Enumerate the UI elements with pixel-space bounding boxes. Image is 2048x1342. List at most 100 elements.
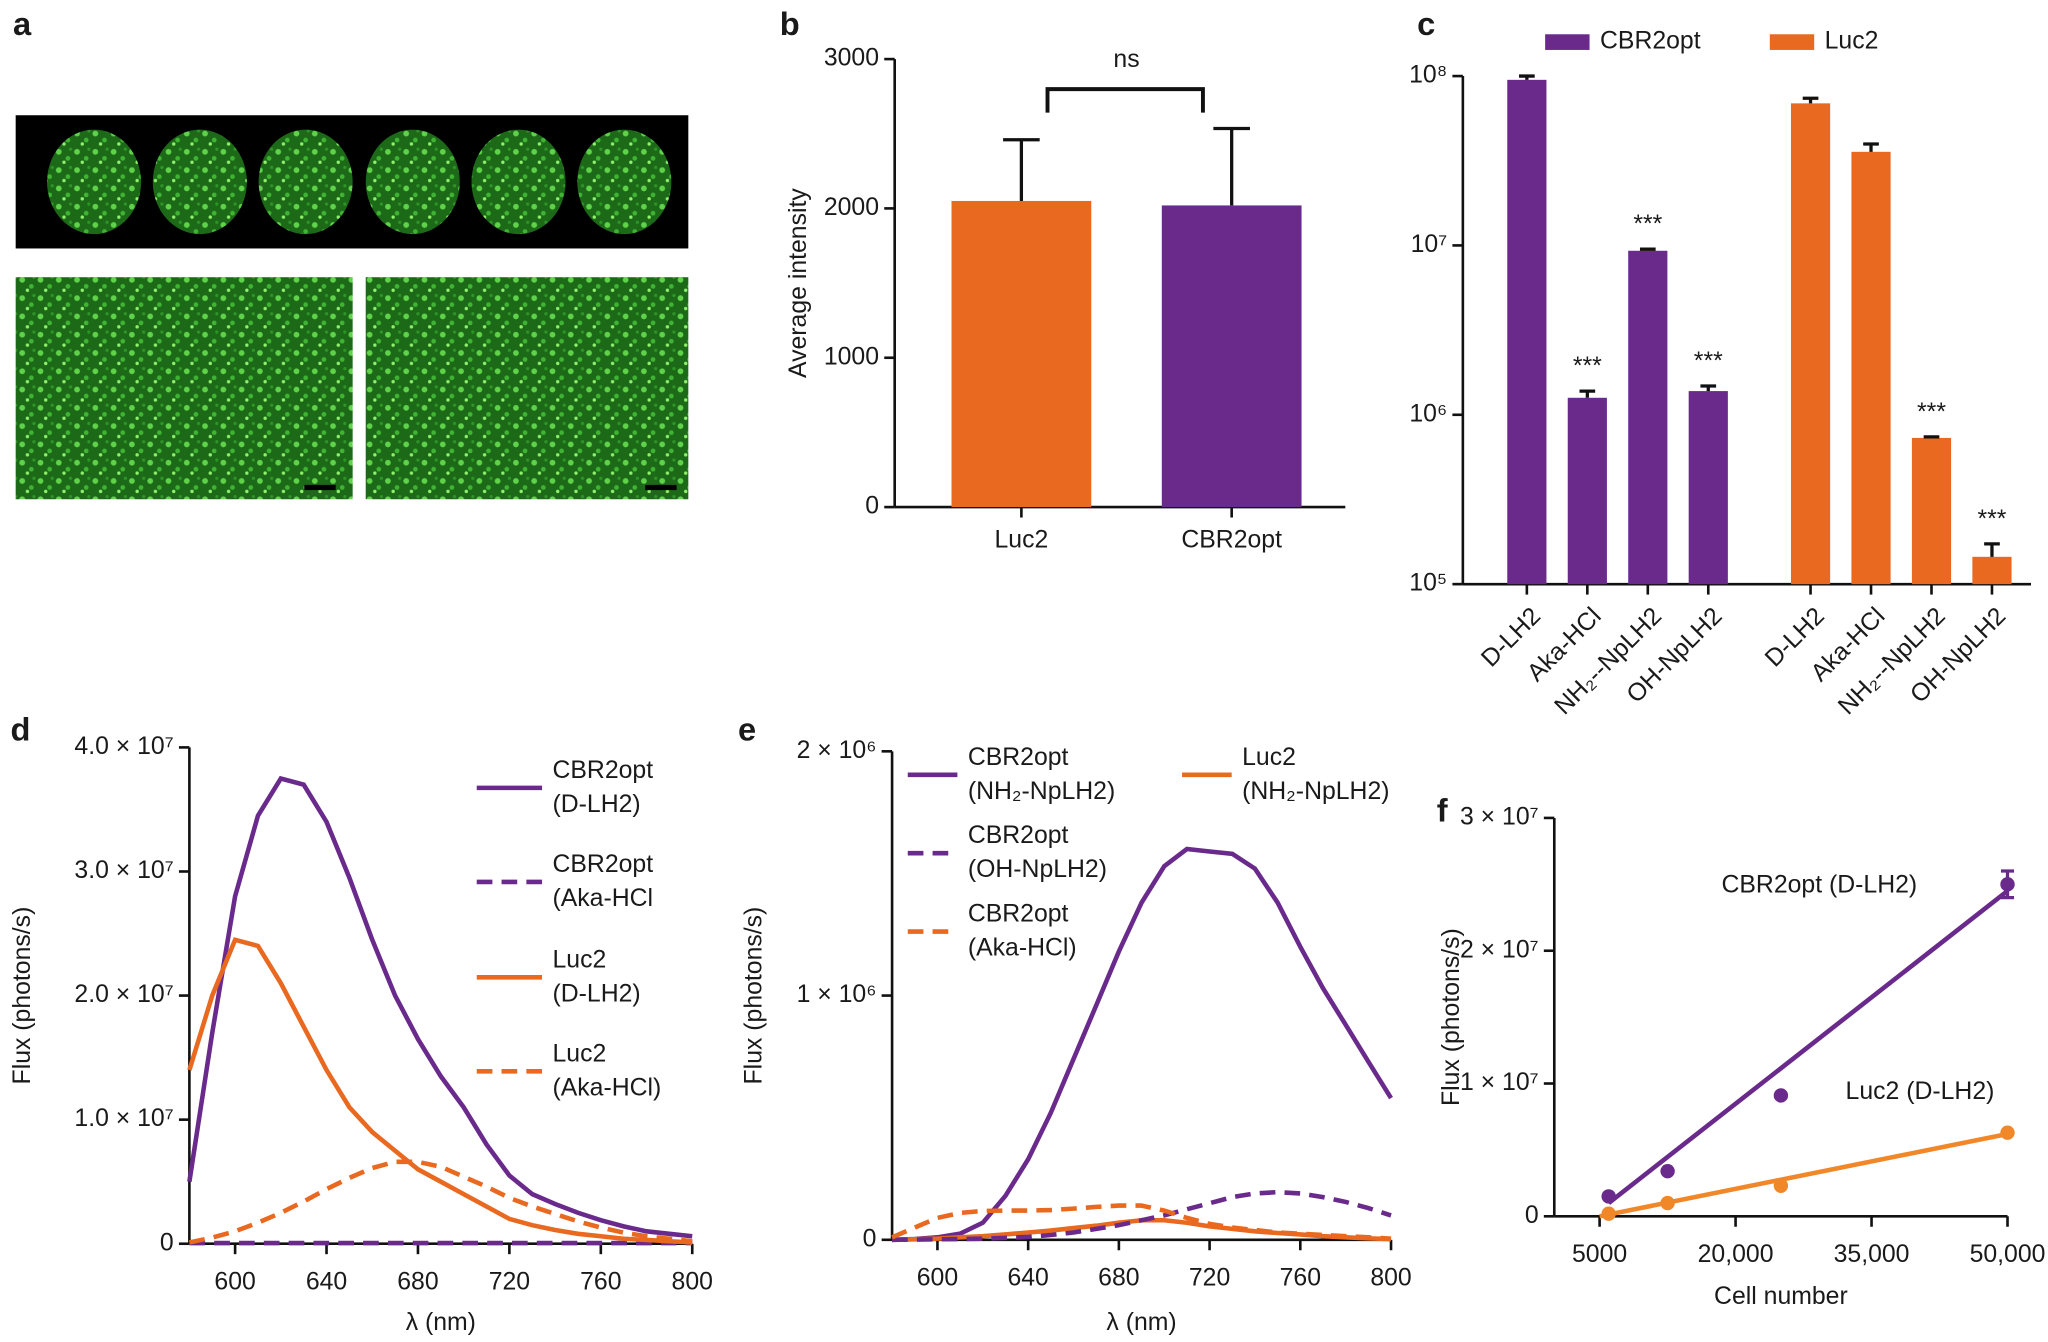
- x-tick-label: Luc2: [994, 527, 1048, 554]
- bar: [1851, 151, 1891, 585]
- point: [1601, 1206, 1616, 1221]
- series-label: CBR2opt (D-LH2): [1721, 871, 1917, 898]
- y-tick-label: 10⁶: [1409, 400, 1447, 427]
- y-tick-label: 1000: [824, 343, 879, 370]
- x-tick-label: 5000: [1572, 1241, 1627, 1268]
- line: [891, 1203, 1392, 1241]
- point: [1660, 1195, 1675, 1211]
- bar: [1972, 556, 2012, 585]
- x-tick-label: 35,000: [1834, 1241, 1910, 1268]
- legend-swatch: [1545, 34, 1590, 50]
- x-tick-label: 680: [1098, 1265, 1139, 1292]
- y-axis-label: Flux (photons/s): [1438, 928, 1465, 1106]
- y-tick-label: 0: [865, 493, 879, 520]
- x-tick-label: 600: [214, 1268, 255, 1295]
- error-bar: [1863, 142, 1879, 152]
- fit-line: [1607, 889, 2009, 1205]
- panel-label: c: [1417, 5, 1435, 42]
- x-tick-label: 800: [672, 1268, 713, 1295]
- bar: [951, 200, 1092, 508]
- line: [188, 1159, 693, 1245]
- chart-d: d 0 1.0 × 10⁷ 2.0 × 10⁷ 3.0 × 10⁷ 4.0 × 10⁷ Fl…: [9, 710, 713, 1336]
- x-tick-label: 760: [1280, 1265, 1321, 1292]
- y-tick-label: 1.0 × 10⁷: [74, 1105, 173, 1132]
- bar: [1161, 205, 1302, 508]
- bar: [1628, 250, 1668, 585]
- legend-label: CBR2opt (OH-NpLH2): [968, 822, 1107, 883]
- y-tick-label: 3000: [824, 45, 879, 72]
- line: [892, 846, 1393, 1243]
- y-tick-label: 1 × 10⁷: [1460, 1069, 1539, 1096]
- point: [1660, 1163, 1675, 1179]
- x-tick-label: 600: [917, 1265, 958, 1292]
- panel-label: f: [1437, 791, 1448, 828]
- error-bar: [1923, 435, 1940, 439]
- legend-swatch: [1769, 34, 1815, 50]
- panel-label: a: [13, 5, 32, 42]
- y-tick-label: 3.0 × 10⁷: [74, 857, 173, 884]
- y-tick-label: 0: [160, 1229, 174, 1256]
- error-bar: [1639, 247, 1656, 251]
- significance-label: ***: [1977, 506, 2006, 533]
- point: [2000, 877, 2015, 892]
- bar: [1911, 437, 1952, 585]
- legend-label: CBR2opt (Aka-HCl): [968, 900, 1077, 961]
- y-tick-label: 2.0 × 10⁷: [74, 981, 173, 1008]
- x-axis-label: λ (nm): [1106, 1309, 1176, 1336]
- bar: [1790, 103, 1831, 585]
- y-tick-label: 10⁵: [1409, 570, 1447, 597]
- significance-label: ***: [1633, 211, 1662, 238]
- error-bar: [1519, 74, 1535, 80]
- significance-label: ***: [1573, 353, 1602, 380]
- panel-label: d: [10, 710, 30, 747]
- panel-label: b: [780, 5, 800, 42]
- y-tick-label: 2 × 10⁶: [797, 737, 877, 764]
- micrograph: [15, 277, 689, 500]
- y-tick-label: 1 × 10⁶: [797, 981, 877, 1008]
- legend-label: Luc2 (Aka-HCl): [552, 1040, 661, 1101]
- chart-b: b 0 1000 2000 3000 Average intensity Luc2 CBR2o…: [780, 5, 1346, 554]
- x-tick-label: 640: [306, 1268, 347, 1295]
- x-tick-label: 50,000: [1970, 1241, 2046, 1268]
- y-tick-label: 10⁷: [1411, 231, 1448, 258]
- legend-label: CBR2opt: [1600, 28, 1701, 55]
- chart-e: e 0 1 × 10⁶ 2 × 10⁶ Flux (photons/s) 600 640 68…: [738, 710, 1412, 1336]
- x-axis-label: Cell number: [1714, 1283, 1848, 1310]
- y-tick-label: 3 × 10⁷: [1460, 803, 1539, 830]
- chart-c: c10⁵10⁶10⁷10⁸D-LH2Aka-HClNH₂--NpLH2OH-Np…: [1409, 5, 2032, 720]
- x-axis-label: λ (nm): [406, 1309, 476, 1336]
- line: [187, 937, 693, 1245]
- well-image: [15, 115, 689, 249]
- point: [1773, 1178, 1789, 1193]
- x-tick-label: 20,000: [1698, 1241, 1774, 1268]
- point: [2000, 1125, 2015, 1140]
- x-tick-label: CBR2opt: [1181, 527, 1282, 554]
- y-axis-label: Flux (photons/s): [740, 907, 767, 1085]
- legend-label: Luc2: [1825, 28, 1879, 55]
- point: [1773, 1088, 1789, 1103]
- x-tick-label: 640: [1007, 1265, 1048, 1292]
- error-bar: [1579, 389, 1596, 398]
- y-tick-label: 0: [1525, 1202, 1539, 1229]
- legend-label: CBR2opt (Aka-HCl: [552, 851, 653, 912]
- x-tick-label: 760: [580, 1268, 621, 1295]
- error-bar: [1700, 384, 1717, 392]
- series-label: Luc2 (D-LH2): [1846, 1078, 1995, 1105]
- error-bar: [1213, 126, 1250, 206]
- bar: [1688, 391, 1728, 585]
- legend-label: Luc2 (D-LH2): [552, 946, 640, 1007]
- error-bar: [1003, 138, 1040, 201]
- y-axis-label: Average intensity: [785, 188, 812, 378]
- x-tick-label: 800: [1370, 1265, 1411, 1292]
- legend-label: Luc2 (NH₂-NpLH2): [1242, 743, 1389, 804]
- y-tick-label: 10⁸: [1409, 62, 1447, 89]
- error-bar: [1802, 96, 1819, 104]
- point: [1601, 1189, 1616, 1204]
- significance-label: ***: [1917, 399, 1946, 426]
- x-tick-label: 720: [489, 1268, 530, 1295]
- y-tick-label: 4.0 × 10⁷: [74, 733, 173, 760]
- significance-label: ***: [1694, 348, 1723, 375]
- legend-label: CBR2opt (D-LH2): [552, 756, 653, 817]
